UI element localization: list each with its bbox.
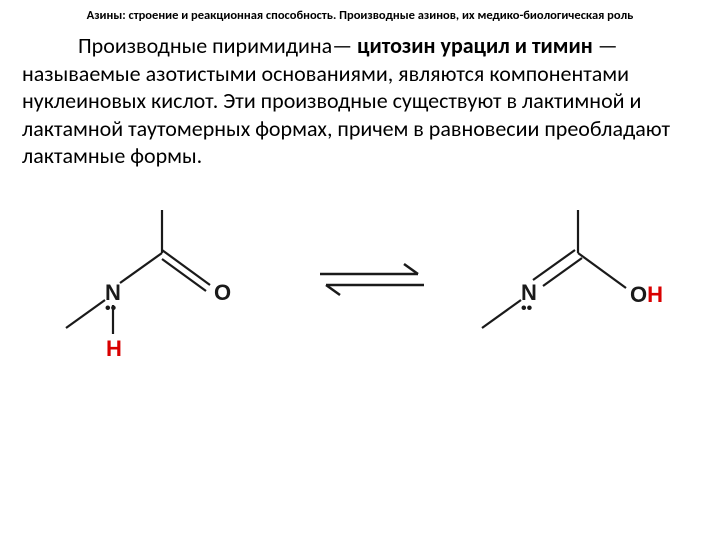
hydroxyl-group: OH — [630, 282, 663, 307]
tautomer-diagram: N O H •• N OH — [22, 210, 702, 430]
body-lead: Производные пиримидина— — [78, 32, 357, 59]
lone-pair-icon: •• — [521, 300, 533, 317]
slide-header: Азины: строение и реакционная способност… — [22, 8, 698, 24]
oxygen-atom: O — [214, 280, 231, 305]
lactim-structure: N OH •• — [458, 210, 718, 410]
body-bold: цитозин урацил и тимин — [357, 32, 598, 59]
hydrogen-atom: H — [106, 336, 122, 361]
equilibrium-arrow-icon — [312, 258, 432, 300]
lactam-structure: N O H •• — [42, 210, 282, 410]
body-paragraph: Производные пиримидина— цитозин урацил и… — [22, 32, 698, 170]
slide: Азины: строение и реакционная способност… — [0, 0, 720, 540]
lone-pair-icon: •• — [105, 300, 117, 317]
